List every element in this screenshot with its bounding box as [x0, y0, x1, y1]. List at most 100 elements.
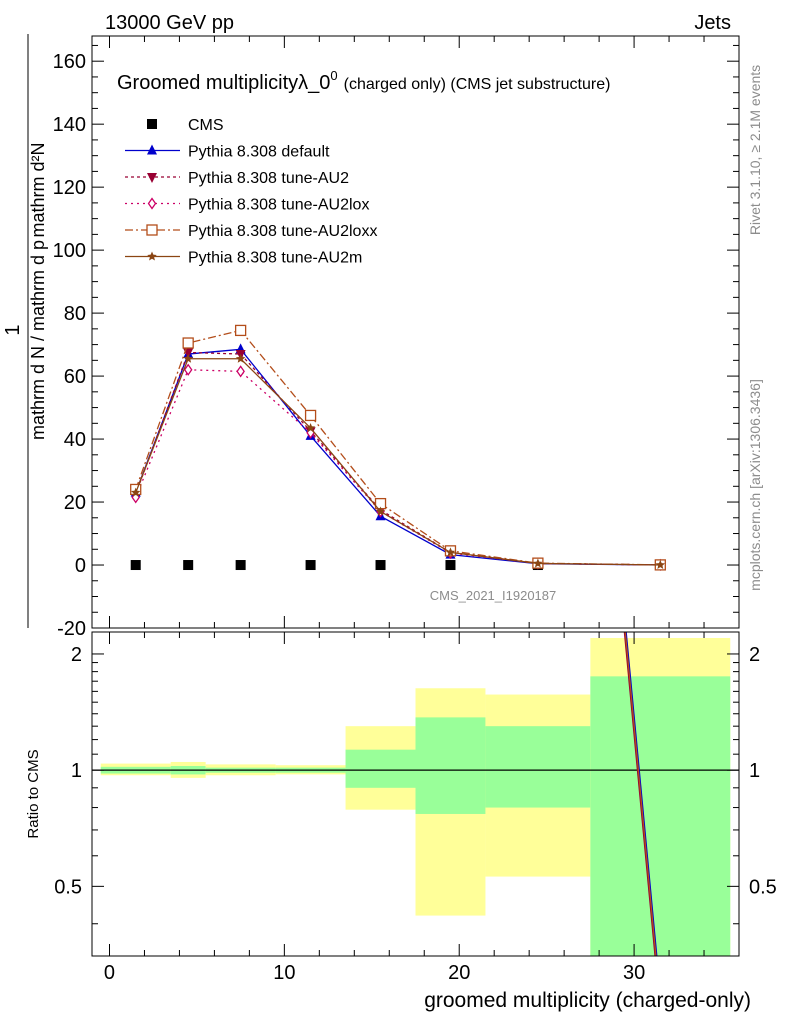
legend-entry-pythia-8-308-tune-au2lox: Pythia 8.308 tune-AU2lox — [125, 197, 369, 214]
chart-title: Groomed multiplicityλ_00 (charged only) (… — [117, 68, 610, 94]
series-line-pythia-8-308-tune-au2lox — [135, 369, 661, 566]
data-point-pythia-8-308-tune-au2m — [445, 547, 456, 557]
ratio-inner-band — [415, 717, 486, 814]
ratio-plot-frame — [91, 631, 740, 957]
data-point-pythia-8-308-tune-au2m — [235, 353, 246, 363]
legend-label: CMS — [188, 117, 224, 134]
data-point-pythia-8-308-tune-au2loxx — [304, 409, 317, 422]
main-y-tick-label: 160 — [53, 51, 86, 73]
data-point-pythia-8-308-tune-au2m — [533, 558, 543, 568]
series-pythia-8-308-default — [130, 343, 666, 569]
legend-marker — [147, 144, 157, 155]
legend-label: Pythia 8.308 tune-AU2 — [188, 170, 349, 187]
data-point-cms — [183, 560, 194, 571]
x-axis-label: groomed multiplicity (charged-only) — [424, 989, 751, 1012]
series-line-pythia-8-308-tune-au2m — [135, 358, 661, 566]
ratio-y-tick-label: 1 — [71, 760, 82, 782]
ratio-inner-band — [345, 749, 416, 788]
main-y-tick-label: 0 — [75, 555, 86, 577]
main-y-tick-label: 80 — [64, 303, 86, 325]
analysis-watermark: CMS_2021_I1920187 — [430, 588, 557, 603]
legend-marker — [147, 197, 157, 210]
chart-title-main: Groomed multiplicityλ_0 — [117, 72, 330, 94]
main-y-axis-label-numerator: mathrm d²N — [28, 142, 48, 237]
y-label-numerator: mathrm d²N — [28, 142, 48, 237]
series-pythia-8-308-tune-au2lox — [131, 363, 665, 572]
ratio-plot: 0.5 0.51 12 20 10 20 30 — [54, 631, 777, 984]
legend-entry-pythia-8-308-tune-au2m: Pythia 8.308 tune-AU2m — [125, 250, 362, 267]
ratio-y-tick-label-right: 2 — [749, 644, 760, 666]
mcplots-citation-label: mcplots.cern.ch [arXiv:1306.3436] — [747, 379, 763, 591]
main-plot: -20 0 20 40 60 80 100 120 140 160 CMS_2021_I19201… — [53, 35, 740, 640]
main-y-tick-label: -20 — [57, 618, 86, 640]
legend-marker — [147, 251, 157, 261]
main-y-axis-label: 1 — [2, 324, 24, 335]
header-left-label: 13000 GeV pp — [105, 12, 234, 34]
mcplots-side-label: mcplots.cern.ch [arXiv:1306.3436] — [747, 379, 763, 591]
main-y-tick-label: 100 — [53, 240, 86, 262]
y-label-one: 1 — [2, 324, 24, 335]
y-label-denominator: mathrm d N / mathrm d p — [28, 240, 48, 440]
ratio-series-group — [623, 632, 658, 956]
data-point-pythia-8-308-tune-au2m — [375, 506, 386, 516]
ratio-line-pythia-8-308-default — [625, 632, 658, 956]
data-point-pythia-8-308-tune-au2m — [130, 487, 141, 497]
x-tick-label: 0 — [104, 962, 115, 984]
ratio-y-axis-label: Ratio to CMS — [25, 749, 42, 838]
rivet-version-label: Rivet 3.1.10, ≥ 2.1M events — [747, 65, 763, 235]
x-tick-label: 30 — [623, 962, 645, 984]
legend-label: Pythia 8.308 tune-AU2lox — [188, 197, 369, 214]
series-line-pythia-8-308-tune-au2loxx — [135, 329, 661, 566]
ratio-inner-band — [485, 726, 591, 808]
header-right-label: Jets — [694, 12, 731, 34]
data-point-cms — [235, 560, 246, 571]
legend-entry-pythia-8-308-default: Pythia 8.308 default — [125, 144, 330, 161]
main-y-tick-label: 20 — [64, 492, 86, 514]
main-y-axis-label-denominator: mathrm d N / mathrm d p — [28, 240, 48, 440]
data-point-cms — [305, 560, 316, 571]
data-point-pythia-8-308-tune-au2m — [183, 353, 193, 363]
legend-marker — [147, 119, 157, 129]
series-pythia-8-308-tune-au2loxx — [130, 324, 666, 571]
data-point-cms — [375, 560, 386, 571]
series-cms — [130, 560, 666, 571]
main-axis-ticks: -20 0 20 40 60 80 100 120 140 160 — [53, 36, 739, 640]
ratio-line-pythia-8-308-tune-au2loxx — [624, 632, 657, 956]
series-pythia-8-308-tune-au2 — [130, 348, 666, 571]
ratio-y-tick-label-right: 1 — [749, 760, 760, 782]
data-point-pythia-8-308-tune-au2lox — [183, 363, 193, 376]
ratio-line-pythia-8-308-tune-au2 — [623, 632, 656, 956]
legend-entry-cms: CMS — [147, 117, 224, 134]
data-point-cms — [130, 560, 141, 571]
main-y-tick-label: 60 — [64, 366, 86, 388]
series-pythia-8-308-tune-au2m — [130, 353, 666, 569]
chart-title-superscript: 0 — [330, 68, 337, 83]
ratio-inner-band — [590, 676, 731, 956]
main-plot-frame — [91, 35, 740, 629]
data-point-pythia-8-308-tune-au2loxx — [182, 337, 194, 349]
legend: CMS Pythia 8.308 default Pythia 8.308 tune… — [125, 117, 377, 267]
legend-label: Pythia 8.308 tune-AU2m — [188, 250, 362, 267]
ratio-y-tick-label: 2 — [71, 644, 82, 666]
x-tick-label: 20 — [448, 962, 470, 984]
data-point-pythia-8-308-tune-au2lox — [236, 365, 245, 378]
main-y-tick-label: 120 — [53, 177, 86, 199]
x-tick-label: 10 — [273, 962, 295, 984]
chart-title-rest: (charged only) (CMS jet substructure) — [344, 76, 611, 93]
ratio-y-tick-label-right: 0.5 — [749, 876, 777, 898]
main-series-group — [130, 324, 666, 572]
ratio-axis-ticks: 0.5 0.51 12 20 10 20 30 — [54, 632, 777, 984]
legend-entry-pythia-8-308-tune-au2: Pythia 8.308 tune-AU2 — [125, 170, 349, 187]
series-line-pythia-8-308-tune-au2 — [135, 351, 661, 566]
data-point-pythia-8-308-tune-au2m — [305, 423, 316, 433]
legend-marker — [147, 173, 157, 183]
ratio-uncertainty-bands — [92, 637, 739, 956]
legend-entry-pythia-8-308-tune-au2loxx: Pythia 8.308 tune-AU2loxx — [125, 223, 377, 240]
main-y-tick-label: 140 — [53, 114, 86, 136]
data-point-cms — [445, 560, 456, 571]
ratio-lines — [623, 632, 658, 956]
ratio-y-tick-label: 0.5 — [54, 876, 82, 898]
legend-label: Pythia 8.308 default — [188, 144, 330, 161]
ratio-y-label: Ratio to CMS — [25, 749, 42, 838]
data-point-pythia-8-308-tune-au2m — [655, 559, 666, 569]
